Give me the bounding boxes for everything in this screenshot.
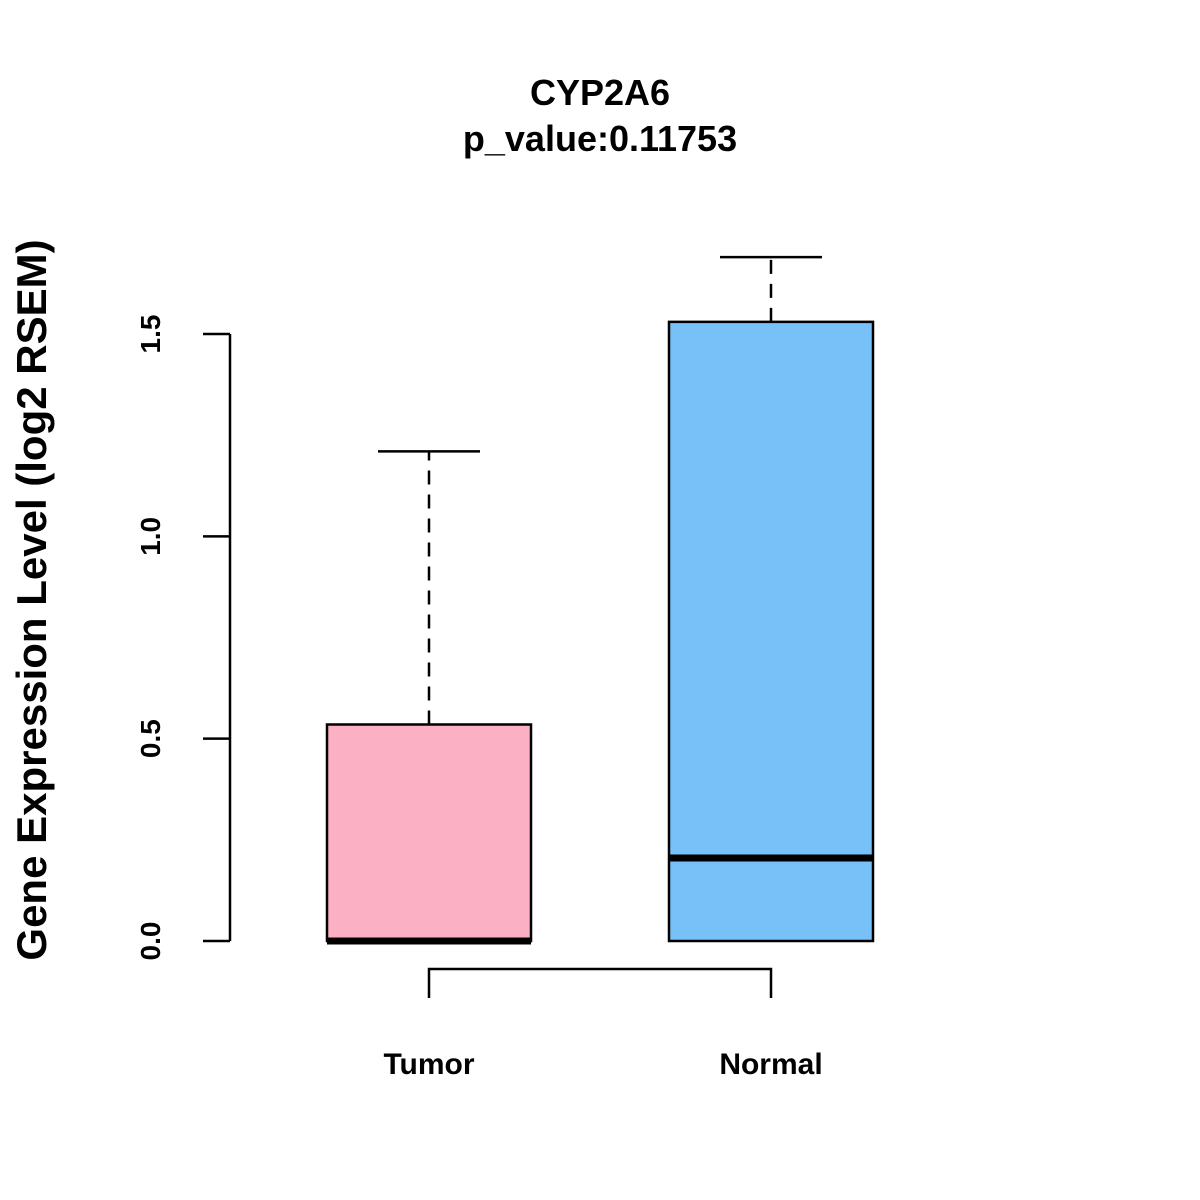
x-tick-label: Normal <box>719 1048 822 1081</box>
bracket-line <box>427 967 773 998</box>
box-series <box>325 255 875 945</box>
y-axis: 0.0 0.5 1.0 1.5 <box>135 315 232 961</box>
y-tick-label: 1.0 <box>135 517 166 556</box>
chart-title: CYP2A6 <box>530 72 670 113</box>
box-body <box>325 723 533 943</box>
comparison-bracket <box>427 967 773 998</box>
box-tumor <box>325 450 533 945</box>
box-normal <box>667 255 875 943</box>
y-tick-label: 0.0 <box>135 922 166 961</box>
x-axis-labels: Tumor Normal <box>383 1048 822 1081</box>
box-body <box>667 320 875 943</box>
y-tick-label: 0.5 <box>135 719 166 758</box>
chart-subtitle: p_value:0.11753 <box>463 118 737 159</box>
x-tick-label: Tumor <box>383 1048 474 1081</box>
y-axis-label: Gene Expression Level (log2 RSEM) <box>8 239 55 960</box>
y-tick-label: 1.5 <box>135 315 166 354</box>
